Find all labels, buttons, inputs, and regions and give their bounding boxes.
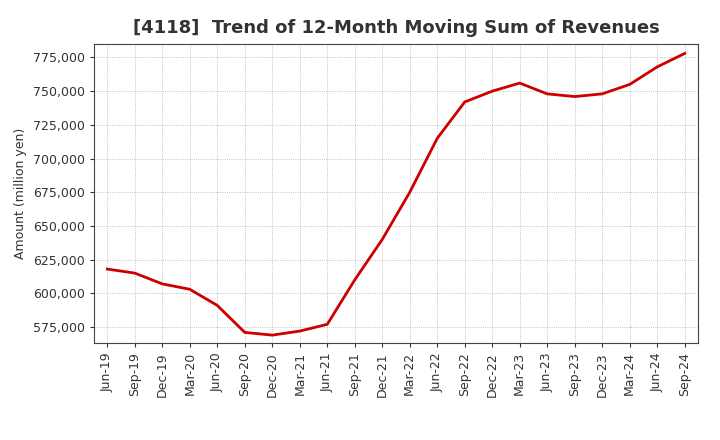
Y-axis label: Amount (million yen): Amount (million yen) <box>14 128 27 259</box>
Title: [4118]  Trend of 12-Month Moving Sum of Revenues: [4118] Trend of 12-Month Moving Sum of R… <box>132 19 660 37</box>
